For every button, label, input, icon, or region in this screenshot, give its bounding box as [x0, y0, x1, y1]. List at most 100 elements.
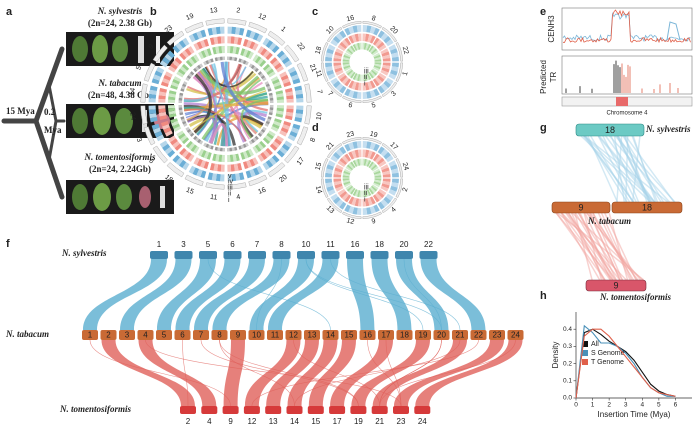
legend-swatch	[582, 341, 588, 347]
track-segment	[220, 174, 225, 182]
chromosome	[201, 406, 218, 414]
track-segment	[374, 179, 382, 184]
track-segment	[245, 170, 252, 179]
track-segment	[351, 197, 357, 206]
track-segment	[391, 52, 399, 58]
track-segment	[378, 44, 387, 52]
track-segment	[154, 130, 163, 138]
ideogram	[326, 197, 343, 214]
y-tick-label: 0.4	[563, 326, 572, 333]
track-segment	[342, 179, 350, 184]
chromosome-label: 18	[315, 46, 324, 55]
track-segment	[269, 107, 274, 111]
chromosome-label: 18	[400, 331, 409, 340]
track-segment	[366, 44, 372, 51]
synteny-ribbon	[83, 259, 167, 330]
track-segment	[377, 201, 385, 210]
track-segment	[269, 104, 274, 108]
chromosome-label: 19	[185, 13, 195, 22]
track-segment	[176, 71, 184, 78]
track-segment	[248, 140, 253, 145]
track-segment	[206, 152, 212, 160]
chromosome-label: 16	[257, 187, 267, 196]
track-segment	[348, 151, 355, 160]
track-segment	[335, 185, 344, 192]
track-segment	[356, 158, 361, 166]
legend-label: All	[591, 341, 599, 348]
track-segment	[207, 172, 214, 181]
track-segment	[286, 98, 294, 103]
link	[211, 63, 232, 147]
track-segment	[354, 73, 359, 81]
track-segment	[240, 59, 245, 64]
chromosome-label: 17	[382, 331, 391, 340]
track-segment	[220, 26, 225, 34]
track-segment	[149, 89, 157, 95]
track-segment	[369, 151, 376, 160]
track-segment	[344, 182, 351, 188]
track-segment	[220, 36, 225, 44]
track-segment	[374, 192, 383, 201]
chromosome-label: 10	[325, 25, 336, 36]
synteny-line	[632, 135, 657, 203]
track-segment	[382, 173, 391, 178]
track-segment	[198, 51, 204, 60]
track-segment	[254, 56, 262, 64]
chromosome-label: 8	[279, 240, 284, 249]
track-segment	[188, 57, 195, 66]
track-segment	[158, 105, 166, 110]
track-segment	[273, 81, 281, 88]
track-segment	[262, 126, 267, 131]
track-segment	[262, 37, 270, 46]
track-segment	[357, 82, 362, 91]
chromosome-label: Chromosome 4	[606, 111, 648, 117]
track-segment	[192, 167, 200, 176]
chromosome	[211, 330, 228, 340]
track-segment	[215, 46, 220, 54]
track-segment	[351, 81, 357, 90]
track-segment	[362, 190, 365, 198]
track-segment	[284, 87, 293, 93]
track-segment	[264, 135, 273, 142]
track-segment	[344, 66, 351, 72]
track-segment	[212, 153, 217, 162]
track-segment	[363, 158, 368, 166]
track-segment	[344, 52, 351, 58]
track-segment	[242, 161, 249, 170]
track-segment	[337, 44, 346, 52]
track-segment	[339, 157, 348, 166]
track-segment	[275, 90, 284, 95]
track-segment	[232, 46, 237, 54]
track-segment	[187, 154, 195, 162]
track-segment	[181, 118, 186, 123]
track-segment	[233, 36, 239, 45]
track-segment	[362, 207, 368, 215]
track-segment	[344, 153, 352, 162]
track-segment	[188, 34, 196, 43]
species-name: N. sylvestris	[61, 248, 107, 258]
chromosome-label: 20	[437, 331, 446, 340]
track-segment	[343, 54, 351, 59]
track-segment	[352, 189, 358, 196]
chromosome	[174, 251, 193, 259]
chromosome-label: 12	[346, 217, 355, 226]
track-segment	[363, 42, 368, 50]
track-segment	[368, 161, 374, 169]
y-axis-label: Density	[551, 342, 560, 369]
track-segment	[330, 39, 339, 47]
track-segment	[326, 164, 334, 171]
track-segment	[391, 56, 399, 62]
track-segment	[391, 62, 399, 68]
chromosome	[150, 251, 168, 259]
track-segment	[185, 77, 190, 82]
track-segment	[374, 155, 383, 164]
chromosome-label: 3	[390, 90, 398, 98]
species-name: N. sylvestris	[97, 6, 143, 16]
chromosome-label: 7	[315, 89, 322, 94]
ideogram	[143, 62, 156, 82]
track-segment	[252, 32, 260, 41]
chromosome	[286, 406, 303, 414]
track-segment	[276, 65, 284, 73]
track-segment	[388, 189, 397, 196]
track-segment	[365, 159, 370, 167]
